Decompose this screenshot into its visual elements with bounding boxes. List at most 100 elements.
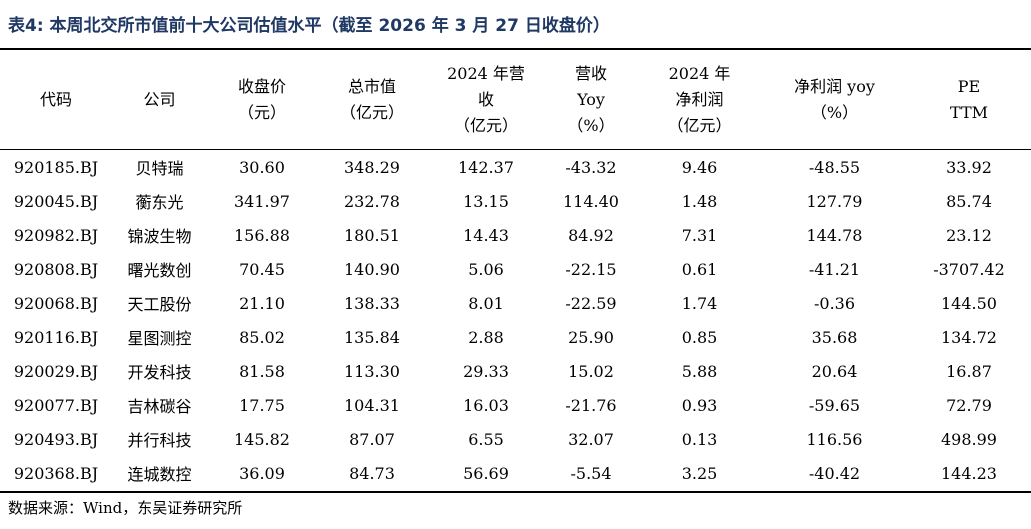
column-header: 总市值 （亿元） [317, 50, 427, 149]
top-rule [0, 48, 1031, 50]
column-header-line: 收 [477, 89, 494, 109]
table-cell: 114.40 [563, 191, 619, 211]
table-cell: 144.78 [806, 225, 863, 245]
table-cell: 曙光数创 [127, 261, 192, 280]
table-cell: 920368.BJ [13, 463, 99, 483]
table-cell: 贝特瑞 [135, 159, 184, 178]
table-cell: 35.68 [811, 327, 858, 347]
table-cell: 0.13 [681, 429, 718, 449]
table-cell: -41.21 [808, 259, 861, 279]
table-cell: 232.78 [344, 191, 400, 211]
table-row: 920185.BJ 贝特瑞 30.60 348.29 142.37 -43.32 9.46 -… [0, 149, 1031, 184]
table-cell: -48.55 [808, 157, 861, 177]
table-row: 920493.BJ 并行科技 145.82 87.07 6.55 32.07 0.13 116… [0, 422, 1031, 456]
table-cell: 144.23 [941, 463, 997, 483]
table-cell: 85.74 [946, 191, 992, 211]
table-cell: -22.15 [565, 259, 617, 279]
column-header: 营收 Yoy （%） [545, 50, 637, 149]
table-cell: 23.12 [946, 225, 992, 245]
table-cell: 蘅东光 [135, 193, 184, 212]
source-note: 数据来源：Wind，东吴证券研究所 [8, 499, 243, 517]
column-header-line: Yoy [577, 89, 605, 109]
column-header-line: 营收 [574, 63, 607, 83]
table-cell: 天工股份 [127, 295, 192, 314]
table-cell: 72.79 [946, 395, 992, 415]
column-header-line: （亿元） [339, 102, 404, 122]
table-cell: 0.85 [681, 327, 718, 347]
valuation-table: 代码 公司 收盘价 （元） 总市值 （亿元） 2024 年营收 （亿元） 营收 Yoy （%） 202… [0, 50, 1031, 490]
column-header: 2024 年营收 （亿元） [427, 50, 545, 149]
column-header-line: 收盘价 [237, 76, 286, 96]
table-cell: 85.02 [239, 327, 285, 347]
column-header-line: 代码 [39, 89, 72, 109]
table-cell: -5.54 [570, 463, 612, 483]
table-row: 920045.BJ 蘅东光 341.97 232.78 13.15 114.40 1.48 1… [0, 184, 1031, 218]
table-cell: 开发科技 [127, 363, 192, 382]
table-body: 920185.BJ 贝特瑞 30.60 348.29 142.37 -43.32 9.46 -… [0, 149, 1031, 490]
table-row: 920982.BJ 锦波生物 156.88 180.51 14.43 84.92 7.31 1… [0, 218, 1031, 252]
table-cell: 113.30 [344, 361, 400, 381]
table-cell: 7.31 [681, 225, 718, 245]
table-cell: 9.46 [681, 157, 718, 177]
table-cell: 25.90 [568, 327, 614, 347]
table-cell: 并行科技 [127, 431, 192, 450]
table-cell: 920116.BJ [13, 327, 99, 347]
table-cell: 348.29 [344, 157, 400, 177]
column-header-line: PE [957, 76, 981, 96]
table-cell: 0.93 [681, 395, 718, 415]
column-header: PE TTM [907, 50, 1031, 149]
column-header: 净利润 yoy （%） [762, 50, 907, 149]
column-header-line: 总市值 [347, 76, 396, 96]
table-cell: -3707.42 [933, 259, 1005, 279]
table-cell: 920045.BJ [13, 191, 99, 211]
table-cell: 134.72 [941, 327, 997, 347]
column-header-line: 公司 [143, 89, 176, 109]
table-cell: 920808.BJ [13, 259, 99, 279]
table-row: 920116.BJ 星图测控 85.02 135.84 2.88 25.90 0.85 35.… [0, 320, 1031, 354]
table-cell: 156.88 [234, 225, 290, 245]
column-header: 代码 [0, 50, 112, 149]
column-header-line: （%） [567, 115, 615, 135]
column-header-line: （亿元） [667, 115, 732, 135]
table-title: 表4: 本周北交所市值前十大公司估值水平（截至 2026 年 3 月 27 日收… [8, 16, 610, 36]
table-cell: -22.59 [565, 293, 617, 313]
table-cell: 84.73 [349, 463, 395, 483]
table-cell: 498.99 [941, 429, 997, 449]
column-header-line: 净利润 yoy [794, 76, 875, 96]
table-row: 920029.BJ 开发科技 81.58 113.30 29.33 15.02 5.88 20… [0, 354, 1031, 388]
column-header-line: （亿元） [453, 115, 518, 135]
table-cell: 30.60 [239, 157, 285, 177]
table-cell: 87.07 [349, 429, 395, 449]
table-cell: 36.09 [239, 463, 285, 483]
table-cell: 13.15 [463, 191, 509, 211]
table-cell: 84.92 [568, 225, 614, 245]
table-cell: 127.79 [806, 191, 863, 211]
table-cell: 32.07 [568, 429, 614, 449]
table-cell: 138.33 [344, 293, 400, 313]
table-cell: -40.42 [808, 463, 861, 483]
table-cell: 920077.BJ [13, 395, 99, 415]
column-header: 2024 年净利润 （亿元） [637, 50, 762, 149]
table-cell: 20.64 [811, 361, 858, 381]
table-cell: 1.74 [681, 293, 718, 313]
table-cell: 16.87 [946, 361, 992, 381]
table-row: 920068.BJ 天工股份 21.10 138.33 8.01 -22.59 1.74 -0… [0, 286, 1031, 320]
table-cell: 920982.BJ [13, 225, 99, 245]
column-header-line: 2024 年 [668, 63, 731, 83]
table-cell: -0.36 [813, 293, 856, 313]
table-cell: 3.25 [681, 463, 718, 483]
table-row: 920077.BJ 吉林碳谷 17.75 104.31 16.03 -21.76 0.93 -… [0, 388, 1031, 422]
table-cell: 81.58 [239, 361, 285, 381]
table-cell: -43.32 [565, 157, 617, 177]
table-cell: 341.97 [234, 191, 290, 211]
table-cell: 920493.BJ [13, 429, 99, 449]
table-row: 920808.BJ 曙光数创 70.45 140.90 5.06 -22.15 0.61 -4… [0, 252, 1031, 286]
table-cell: -59.65 [808, 395, 861, 415]
table-cell: 锦波生物 [127, 227, 192, 246]
table-cell: 33.92 [946, 157, 992, 177]
table-row: 920368.BJ 连城数控 36.09 84.73 56.69 -5.54 3.25 -40… [0, 456, 1031, 490]
table-cell: 2.88 [468, 327, 504, 347]
table-cell: 1.48 [681, 191, 718, 211]
table-cell: 14.43 [463, 225, 509, 245]
table-cell: 星图测控 [127, 329, 192, 348]
